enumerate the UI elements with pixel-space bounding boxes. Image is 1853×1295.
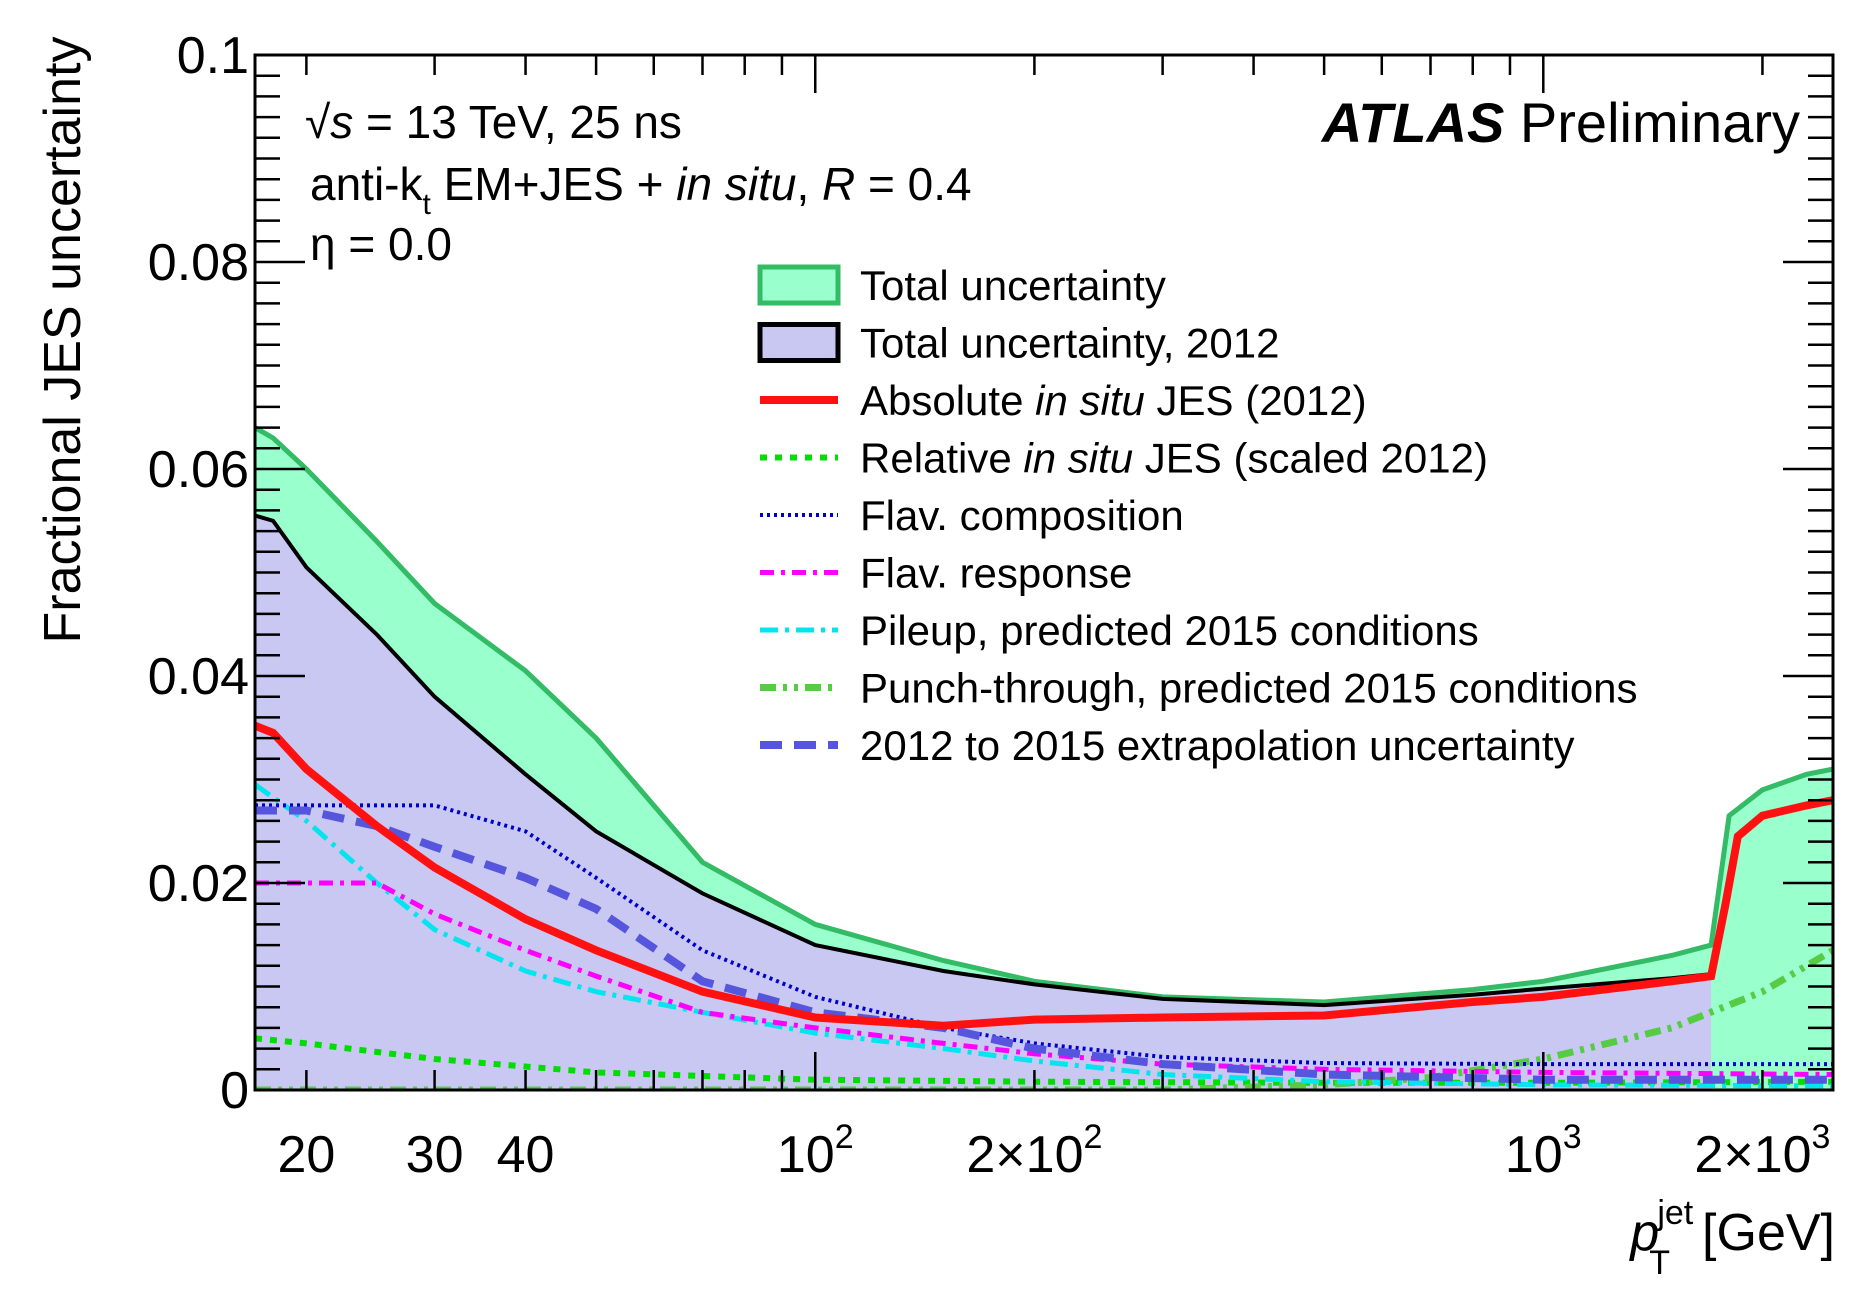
x-tick-label-exp: 3	[1812, 1118, 1831, 1156]
x-tick-label-exp: 2	[835, 1118, 854, 1156]
sqrt-sign: √	[305, 96, 331, 148]
algo-t: t	[422, 188, 431, 221]
algo-c: ,	[796, 158, 822, 210]
x-tick-label-exp: 3	[1563, 1118, 1582, 1156]
x-tick-label: 102	[777, 1118, 854, 1184]
legend-label-part: Absolute	[860, 377, 1035, 424]
series-flavcomp-line	[255, 803, 1833, 1067]
legend-label-part: Relative	[860, 435, 1023, 482]
legend-label-total2012: Total uncertainty, 2012	[860, 320, 1280, 367]
series-flavresp-line	[255, 880, 1833, 1077]
y-axis-label: Fractional JES uncertainty	[34, 37, 92, 644]
x-tick-label-base: 2×10	[1694, 1126, 1811, 1184]
y-tick-label: 0.04	[148, 648, 249, 706]
legend-label-part: Flav. response	[860, 550, 1132, 597]
legend-label-part: Pileup, predicted 2015 conditions	[860, 607, 1479, 654]
legend-swatch-total	[757, 264, 841, 306]
legend-label-flavcomp: Flav. composition	[860, 492, 1184, 539]
series-total2012-area	[255, 515, 1712, 1090]
legend-label-total: Total uncertainty	[860, 262, 1166, 309]
algo-r: R	[822, 158, 855, 210]
x-tick-label-exp: 2	[1084, 1118, 1103, 1156]
x-tick-label: 40	[497, 1126, 555, 1184]
axis-ticks	[255, 53, 1833, 1092]
x-tick-label: 2×103	[1694, 1118, 1830, 1184]
series-total2012-outline	[255, 513, 1712, 1008]
atlas-word: ATLAS	[1320, 91, 1505, 154]
legend-label-part: Punch-through, predicted 2015 conditions	[860, 665, 1638, 712]
y-tick-label: 0.08	[148, 234, 249, 292]
legend-label-absolute: Absolute in situ JES (2012)	[860, 377, 1367, 424]
legend-label-relative: Relative in situ JES (scaled 2012)	[860, 435, 1488, 482]
x-tick-label: 30	[406, 1126, 464, 1184]
legend-label-pileup: Pileup, predicted 2015 conditions	[860, 607, 1479, 654]
algo-insitu: in situ	[676, 158, 796, 210]
series-clip-group	[255, 425, 1833, 1090]
legend-label-part: in situ	[1023, 435, 1133, 482]
series-total-outline	[255, 425, 1833, 1005]
algorithm-annotation: anti-kt EM+JES + in situ, R = 0.4	[310, 158, 972, 221]
x-tick-label: 2×102	[966, 1118, 1102, 1184]
x-tick-label-base: 2×10	[966, 1126, 1083, 1184]
legend-label-flavresp: Flav. response	[860, 550, 1132, 597]
atlas-label: ATLAS Preliminary	[1320, 91, 1800, 154]
energy-s: s	[330, 96, 353, 148]
legend-label-part: JES (scaled 2012)	[1133, 435, 1488, 482]
algo-d: = 0.4	[855, 158, 971, 210]
algo-a: anti-k	[310, 158, 423, 210]
x-tick-label-base: 30	[406, 1126, 464, 1184]
y-tick-label: 0.1	[177, 27, 249, 85]
legend-label-part: Total uncertainty, 2012	[860, 320, 1280, 367]
x-axis-symbol: p	[1628, 1204, 1659, 1262]
x-tick-label-base: 20	[277, 1126, 335, 1184]
energy-annotation: √s = 13 TeV, 25 ns	[305, 96, 682, 148]
x-axis-sub: T	[1649, 1244, 1670, 1282]
x-axis-label: pjet T [GeV]	[1628, 1194, 1835, 1282]
x-tick-label-base: 10	[777, 1126, 835, 1184]
x-tick-label-base: 40	[497, 1126, 555, 1184]
series-extrap-line	[255, 806, 1833, 1084]
x-tick-label: 103	[1505, 1118, 1582, 1184]
y-tick-label: 0	[220, 1062, 249, 1120]
x-axis-unit: [GeV]	[1702, 1204, 1835, 1262]
algo-b: EM+JES +	[431, 158, 676, 210]
legend-swatch-total2012	[757, 322, 841, 363]
legend-label-part: Total uncertainty	[860, 262, 1166, 309]
axis-labels: 00.020.040.060.080.120 30 40 102 2×102 103 2×1…	[148, 27, 1831, 1184]
y-tick-label: 0.02	[148, 855, 249, 913]
legend: Total uncertainty Total uncertainty, 2012…	[757, 262, 1638, 769]
x-axis-sup: jet	[1656, 1194, 1693, 1232]
plot-series	[255, 425, 1833, 1090]
y-tick-label: 0.06	[148, 441, 249, 499]
preliminary-word: Preliminary	[1504, 91, 1800, 154]
series-absolute-line	[255, 721, 1833, 1030]
legend-label-part: 2012 to 2015 extrapolation uncertainty	[860, 722, 1575, 769]
legend-label-extrap: 2012 to 2015 extrapolation uncertainty	[860, 722, 1575, 769]
legend-label-part: in situ	[1035, 377, 1145, 424]
legend-label-part: Flav. composition	[860, 492, 1184, 539]
eta-annotation: η = 0.0	[310, 218, 452, 270]
x-tick-label: 20	[277, 1126, 335, 1184]
energy-rest: = 13 TeV, 25 ns	[353, 96, 682, 148]
legend-label-part: JES (2012)	[1145, 377, 1367, 424]
legend-label-punch: Punch-through, predicted 2015 conditions	[860, 665, 1638, 712]
x-tick-label-base: 10	[1505, 1126, 1563, 1184]
